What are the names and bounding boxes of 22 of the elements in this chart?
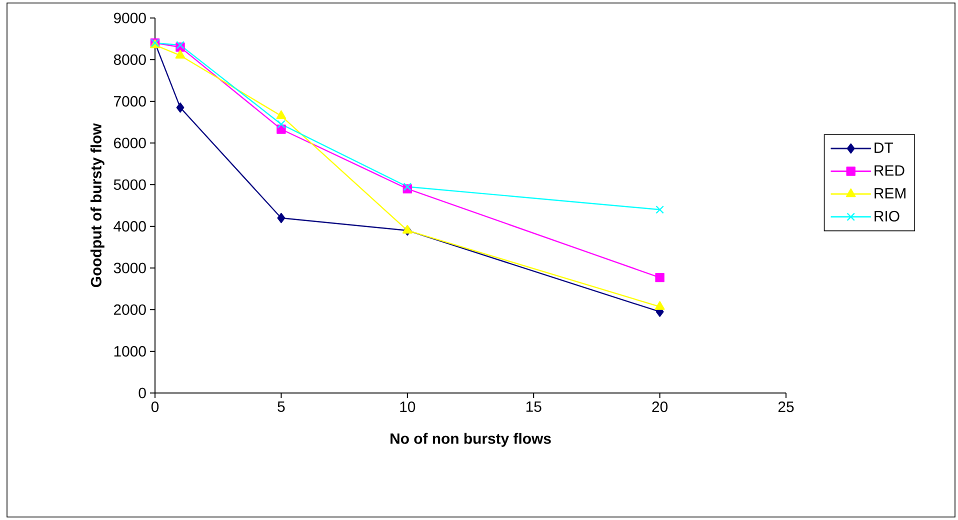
x-tick-label: 10 bbox=[400, 402, 416, 412]
x-axis-title: No of non bursty flows bbox=[390, 432, 551, 447]
legend-label: REM bbox=[874, 188, 906, 198]
x-tick-label: 15 bbox=[526, 402, 542, 412]
x-tick-label: 25 bbox=[778, 402, 794, 412]
legend-label: RIO bbox=[874, 210, 900, 222]
y-tick-label: 7000 bbox=[114, 96, 146, 107]
y-tick-label: 1000 bbox=[114, 346, 146, 357]
x-tick-label: 5 bbox=[278, 402, 285, 412]
x-tick-label: 0 bbox=[151, 402, 159, 412]
y-tick-label: 4000 bbox=[114, 221, 146, 232]
y-tick-label: 3000 bbox=[114, 262, 146, 274]
y-tick-label: 8000 bbox=[114, 54, 146, 65]
y-tick-label: 9000 bbox=[114, 12, 146, 24]
legend-label: RED bbox=[874, 165, 904, 176]
y-tick-label: 6000 bbox=[114, 138, 146, 148]
y-tick-label: 0 bbox=[138, 388, 146, 398]
legend-label: DT bbox=[874, 142, 894, 153]
x-tick-label: 20 bbox=[652, 402, 668, 412]
y-axis-title: Goodput of bursty flow bbox=[90, 123, 104, 288]
y-tick-label: 2000 bbox=[114, 304, 146, 315]
y-tick-label: 5000 bbox=[114, 179, 146, 190]
